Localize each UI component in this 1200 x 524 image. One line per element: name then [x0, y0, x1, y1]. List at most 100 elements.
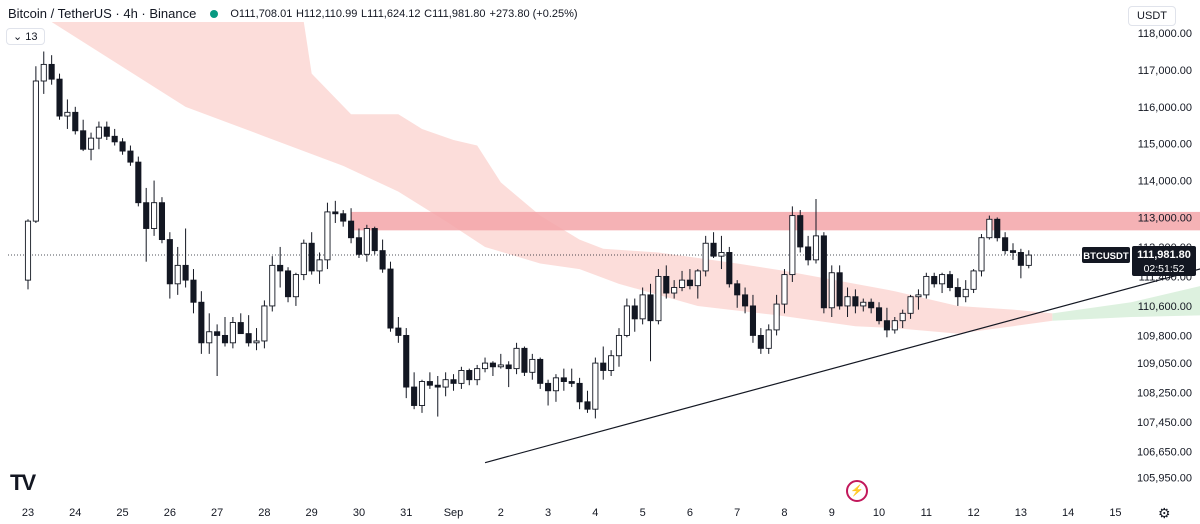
candle-body	[174, 264, 181, 285]
chevron-down-icon: ⌄	[13, 31, 23, 43]
time-tick-label: 25	[116, 507, 128, 519]
candle-body	[797, 215, 804, 248]
candle-body	[608, 355, 615, 371]
candle-body	[458, 370, 465, 384]
candle-body	[828, 272, 835, 309]
time-tick-label: 28	[258, 507, 270, 519]
candle-body	[355, 237, 363, 255]
indicator-toggle[interactable]: ⌄ 13	[6, 28, 45, 45]
time-tick-label: 2	[498, 507, 504, 519]
candle-body	[962, 288, 969, 298]
candle-body	[552, 377, 560, 392]
time-tick-label: 14	[1062, 507, 1074, 519]
candle-body	[64, 111, 71, 117]
time-tick-label: 5	[640, 507, 646, 519]
price-axis[interactable]: 118,000.00 117,000.00 116,000.00 115,000.00…	[1082, 28, 1196, 484]
currency-button[interactable]: USDT	[1128, 6, 1176, 26]
gear-icon[interactable]: ⚙	[1158, 505, 1171, 521]
candle-body	[883, 320, 890, 331]
candle-body	[686, 279, 693, 287]
time-tick-label: 31	[400, 507, 412, 519]
candle-body	[623, 305, 630, 336]
candle-body	[426, 381, 433, 386]
time-tick-label: 24	[69, 507, 81, 519]
price-tick-label: 115,000.00	[1138, 139, 1192, 151]
candle-body	[403, 334, 410, 388]
candle-body	[127, 150, 134, 163]
candle-body	[48, 63, 55, 80]
candle-body	[489, 362, 496, 368]
candle-body	[875, 307, 883, 322]
candle-body	[836, 272, 843, 307]
candle-body	[474, 368, 481, 381]
candle-body	[158, 202, 166, 241]
candle-body	[765, 329, 772, 349]
candle-body	[946, 274, 954, 288]
price-tick-label: 109,050.00	[1137, 358, 1192, 370]
candle-body	[119, 141, 126, 152]
candle-body	[907, 296, 914, 314]
candle-body	[718, 252, 725, 257]
candle-body	[206, 331, 213, 344]
candle-body	[931, 275, 938, 285]
candle-body	[663, 275, 670, 294]
candle-body	[87, 137, 95, 150]
candle-body	[805, 246, 812, 261]
time-tick-label: 6	[687, 507, 693, 519]
candle-body	[214, 331, 221, 336]
candle-body	[229, 322, 236, 344]
time-tick-label: 10	[873, 507, 885, 519]
candles	[24, 51, 1032, 419]
candle-body	[734, 283, 741, 296]
candle-body	[284, 270, 292, 298]
candle-body	[647, 294, 654, 322]
market-open-icon	[210, 9, 219, 18]
candle-body	[954, 287, 961, 298]
resistance-rect	[351, 211, 1200, 231]
candle-body	[726, 252, 733, 285]
candle-body	[332, 211, 339, 215]
price-tick-label: 110,600.00	[1138, 301, 1192, 313]
price-tick-label: 113,000.00	[1138, 212, 1192, 224]
candle-body	[631, 305, 638, 320]
lightning-icon[interactable]: ⚡	[846, 480, 868, 502]
tradingview-logo-icon[interactable]: TV	[10, 470, 36, 495]
candle-body	[348, 220, 355, 239]
time-tick-label: 26	[164, 507, 176, 519]
candle-body	[379, 250, 386, 270]
candle-body	[505, 364, 512, 370]
candle-body	[600, 362, 607, 371]
price-tick-label: 116,000.00	[1138, 102, 1192, 114]
candle-body	[749, 305, 757, 336]
candle-body	[986, 218, 993, 239]
candle-body	[72, 111, 79, 132]
candle-body	[395, 327, 402, 336]
candle-body	[844, 296, 851, 307]
time-axis[interactable]: 23 24 25 26 27 28 29 30 31 Sep 2 3 4 5 6 7 8 9 10 11 12 13 14 1…	[22, 507, 1122, 519]
time-tick-label: 30	[353, 507, 365, 519]
candle-body	[434, 384, 441, 388]
candle-body	[639, 294, 646, 320]
candle-body	[237, 322, 244, 335]
candle-body	[308, 242, 315, 272]
candle-body	[166, 239, 173, 285]
bullish-cloud	[1052, 286, 1200, 321]
countdown-label: 02:51:52	[1144, 263, 1185, 275]
candle-body	[253, 340, 260, 344]
time-tick-label: 9	[829, 507, 835, 519]
candle-body	[757, 334, 764, 349]
candle-body	[56, 78, 63, 117]
bearish-cloud	[51, 22, 1053, 334]
candle-body	[529, 358, 536, 373]
time-tick-label: 23	[22, 507, 34, 519]
candle-body	[411, 386, 418, 406]
candle-body	[671, 287, 678, 294]
candle-body	[860, 301, 867, 307]
symbol-title[interactable]: Bitcoin / TetherUS · 4h · Binance	[8, 6, 197, 21]
symbol-tag: BTCUSDT	[1083, 251, 1129, 262]
candle-body	[939, 274, 946, 285]
price-tick-label: 114,000.00	[1138, 176, 1192, 188]
candle-body	[261, 305, 268, 342]
ohlc-change: +273.80 (+0.25%)	[489, 7, 578, 20]
